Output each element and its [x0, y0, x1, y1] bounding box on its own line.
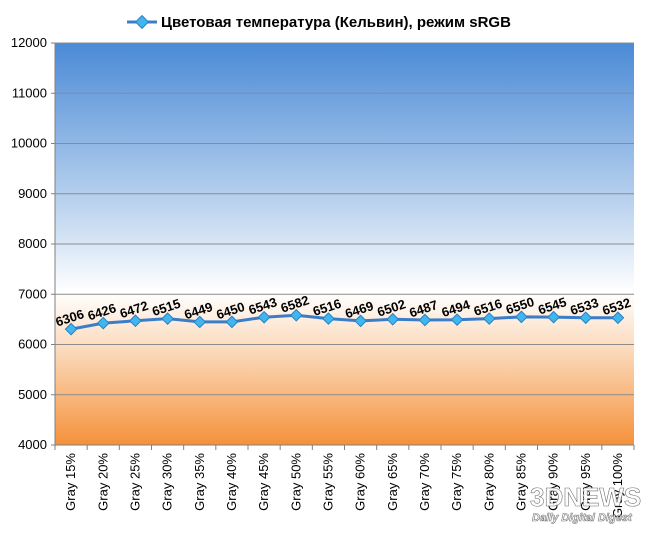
gridlines [55, 42, 634, 396]
data-point [611, 311, 625, 325]
x-tick-label: Gray 20% [95, 453, 110, 511]
x-axis-ticks: Gray 15% Gray 20% Gray 25% Gray 30% Gray 35%… [54, 445, 635, 518]
y-tick-label: 11000 [12, 85, 47, 100]
data-point [289, 308, 303, 322]
y-axis-ticks: 4000 5000 6000 7000 8000 9000 10000 11000 12000 [11, 35, 55, 452]
data-point [354, 314, 367, 328]
legend-label: Цветовая температура (Кельвин), режим sR… [161, 14, 511, 31]
x-tick-label: Gray 65% [385, 453, 400, 511]
data-point [96, 316, 110, 330]
x-tick-label: Gray 30% [160, 453, 175, 511]
watermark-logo: 3DNEWS Daily Digital Digest [530, 482, 642, 525]
y-tick-label: 4000 [18, 437, 47, 452]
data-point [129, 314, 142, 328]
y-tick-label: 9000 [18, 186, 47, 201]
series-group [64, 308, 625, 336]
x-tick-label: Gray 85% [513, 453, 528, 511]
legend-marker-icon [134, 14, 150, 30]
y-tick-label: 8000 [18, 236, 47, 251]
y-tick-label: 10000 [11, 136, 47, 151]
y-tick-label: 7000 [18, 286, 47, 301]
data-point [257, 310, 271, 324]
data-point [579, 311, 593, 325]
data-point [386, 312, 400, 326]
data-point [482, 312, 496, 325]
data-point [322, 312, 335, 325]
data-point [450, 313, 464, 327]
x-tick-label: Gray 55% [320, 453, 335, 511]
x-tick-label: Gray 75% [449, 453, 464, 511]
x-tick-label: Gray 50% [288, 453, 303, 511]
y-tick-label: 12000 [11, 35, 47, 50]
data-point [515, 310, 528, 324]
x-tick-label: Gray 35% [192, 453, 207, 511]
watermark-logo-text: 3DNEWS [530, 482, 641, 512]
data-point [225, 315, 239, 329]
y-tick-label: 5000 [18, 387, 47, 402]
x-tick-label: Gray 60% [353, 453, 368, 511]
data-point [547, 310, 560, 324]
x-tick-label: Gray 45% [256, 453, 271, 511]
x-tick-label: Gray 25% [127, 453, 142, 511]
x-tick-label: Gray 70% [417, 453, 432, 511]
data-point [193, 315, 207, 329]
x-tick-label: Gray 90% [546, 453, 561, 511]
x-tick-label: Gray 40% [224, 453, 239, 511]
y-tick-label: 6000 [18, 337, 47, 352]
data-point [161, 312, 174, 325]
data-point [418, 313, 432, 327]
x-tick-label: Gray 95% [578, 453, 593, 511]
x-tick-label: Gray 100% [610, 453, 625, 518]
x-tick-label: Gray 80% [481, 453, 496, 511]
legend: Цветовая температура (Кельвин), режим sR… [127, 14, 511, 31]
watermark-tagline: Daily Digital Digest [532, 512, 633, 524]
data-point [64, 322, 78, 336]
x-tick-label: Gray 15% [63, 453, 78, 511]
